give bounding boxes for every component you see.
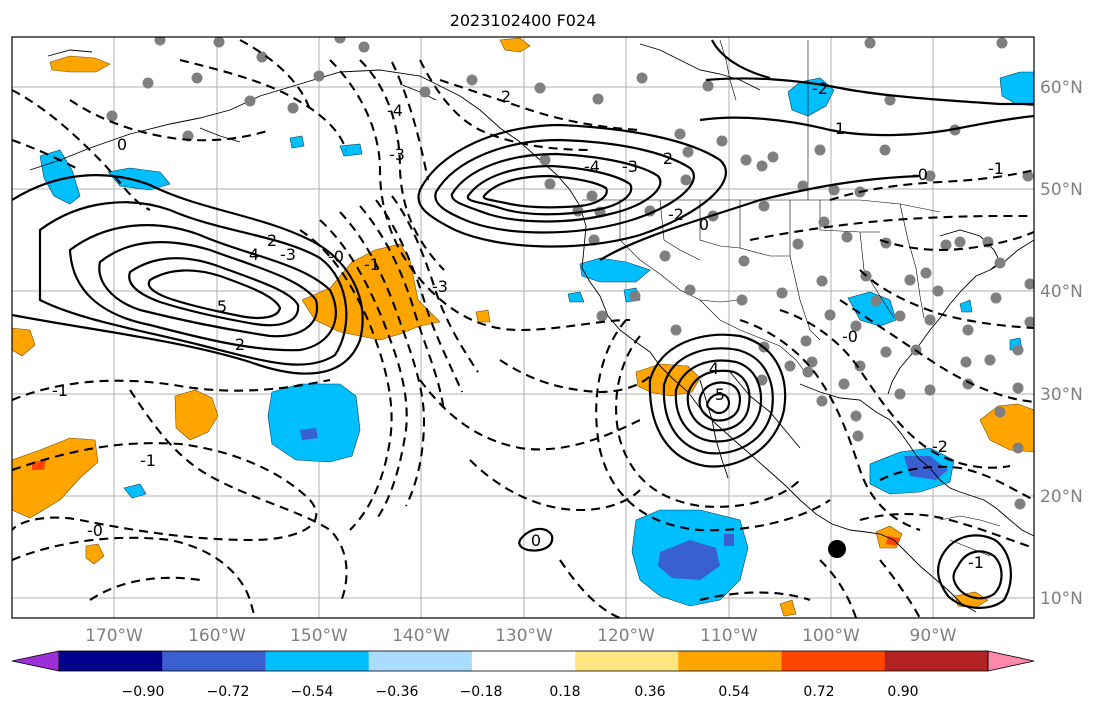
negative-contours xyxy=(12,39,1034,618)
colorbar-swatch xyxy=(678,651,783,671)
colorbar-labels: −0.90 −0.72 −0.54 −0.36 −0.18 0.18 0.36 … xyxy=(122,684,919,700)
colorbar-tick-label: 0.18 xyxy=(549,684,580,700)
colorbar-swatch xyxy=(265,651,370,671)
colorbar-swatch xyxy=(575,651,679,671)
positive-contours xyxy=(12,39,1034,609)
contour-label: -1 xyxy=(968,553,984,572)
storm-center-marker xyxy=(828,540,846,558)
contour-label: -0 xyxy=(912,165,928,184)
contour-label: 5 xyxy=(217,297,227,316)
contour-label: -0 xyxy=(328,247,344,266)
contour-label: -1 xyxy=(140,451,156,470)
colorbar-swatch xyxy=(471,651,576,671)
contour-label: 2 xyxy=(267,231,277,250)
lat-label: 40°N xyxy=(1040,282,1083,302)
contour-label: 0 xyxy=(699,215,709,234)
colorbar-tick-label: 0.72 xyxy=(803,684,834,700)
lat-label: 10°N xyxy=(1040,589,1083,609)
contour-label: -2 xyxy=(668,205,684,224)
colorbar-tick-label: −0.90 xyxy=(122,684,165,700)
contour-label: 4 xyxy=(709,359,719,378)
lon-label: 150°W xyxy=(290,626,348,646)
lat-label: 50°N xyxy=(1040,180,1083,200)
contour-label: -0 xyxy=(842,327,858,346)
contour-label: -0 xyxy=(87,521,103,540)
colorbar-extend-high xyxy=(987,650,1035,672)
colorbar-outline xyxy=(58,650,989,672)
lon-label: 110°W xyxy=(700,626,758,646)
colorbar-tick-label: 0.90 xyxy=(887,684,918,700)
contour-label: 1 xyxy=(835,119,845,138)
contour-label: 0 xyxy=(531,531,541,550)
contour-label: -2 xyxy=(812,79,828,98)
contour-label: 2 xyxy=(663,149,673,168)
contour-label: 5 xyxy=(715,385,725,404)
contour-label: -4 xyxy=(387,101,403,120)
lat-label: 20°N xyxy=(1040,487,1083,507)
contour-labels: 0-4-32-34 -0 -1-352-1-1-02-4 -3 2-201-2-0 -1-… xyxy=(52,79,1004,572)
contour-label: -2 xyxy=(932,437,948,456)
lon-label: 160°W xyxy=(188,626,246,646)
map-frame xyxy=(11,36,1035,619)
map-title: 2023102400 F024 xyxy=(450,11,597,30)
colorbar-tick-label: −0.36 xyxy=(376,684,419,700)
contour-label: -4 xyxy=(584,157,600,176)
colorbar-swatch xyxy=(368,651,473,671)
lon-label: 100°W xyxy=(802,626,860,646)
contour-label: 0 xyxy=(117,135,127,154)
contour-label: -3 xyxy=(622,157,638,176)
colorbar-swatch xyxy=(59,651,163,671)
lon-label: 170°W xyxy=(85,626,143,646)
contour-label: -3 xyxy=(280,245,296,264)
contour-label: 4 xyxy=(249,245,259,264)
contour-label: -3 xyxy=(389,145,405,164)
contour-label: 2 xyxy=(501,87,511,106)
political-borders xyxy=(582,39,1001,557)
colorbar-tick-label: −0.18 xyxy=(460,684,503,700)
colorbar-tick-label: −0.72 xyxy=(207,684,250,700)
lon-label: 130°W xyxy=(495,626,553,646)
lon-label: 140°W xyxy=(392,626,450,646)
colorbar-swatch xyxy=(884,651,989,671)
colorbar-swatch xyxy=(162,651,266,671)
colorbar-swatch xyxy=(781,651,886,671)
lat-label: 60°N xyxy=(1040,78,1083,98)
colorbar xyxy=(11,650,1035,672)
lon-label: 120°W xyxy=(597,626,655,646)
contour-label: -3 xyxy=(432,277,448,296)
colorbar-tick-label: 0.36 xyxy=(634,684,665,700)
colorbar-extend-low xyxy=(11,650,60,672)
lon-label: 90°W xyxy=(910,626,957,646)
longitude-labels: 170°W 160°W 150°W 140°W 130°W 120°W 110°… xyxy=(85,626,957,646)
lat-label: 30°N xyxy=(1040,385,1083,405)
colorbar-tick-label: −0.54 xyxy=(291,684,334,700)
contour-label: -1 xyxy=(988,159,1004,178)
contour-label: 2 xyxy=(235,335,245,354)
colorbar-tick-label: 0.54 xyxy=(718,684,749,700)
contour-label: -1 xyxy=(364,255,380,274)
contour-label: -1 xyxy=(52,381,68,400)
latitude-labels: 60°N 50°N 40°N 30°N 20°N 10°N xyxy=(1040,78,1083,609)
